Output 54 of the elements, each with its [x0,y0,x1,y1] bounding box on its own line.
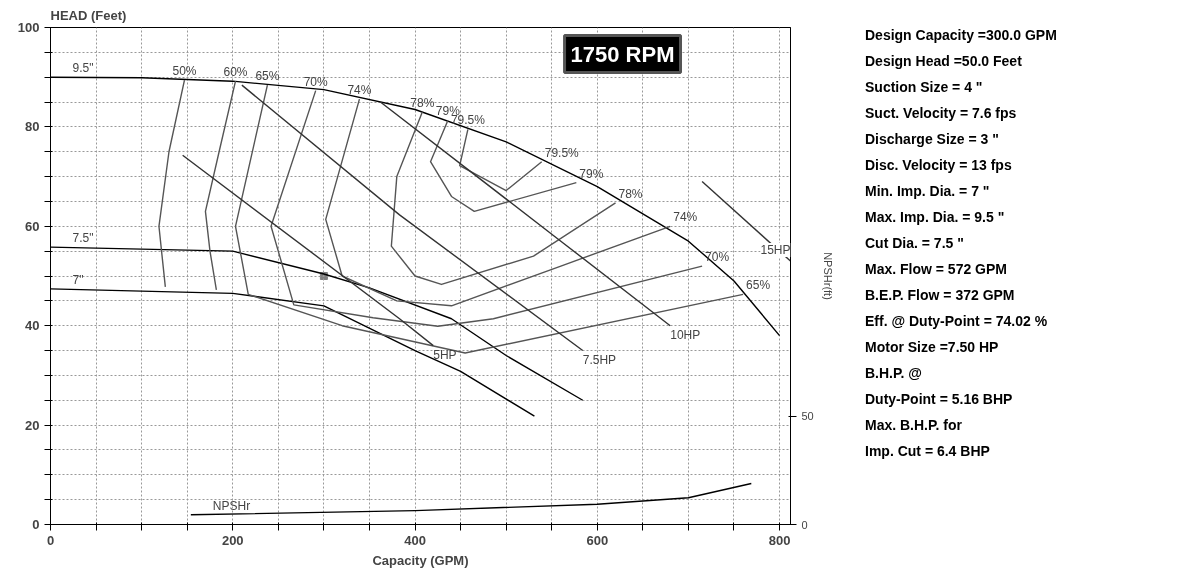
text: Max. Flow = 572 GPM [865,260,1008,279]
annotation: 74% [673,210,698,225]
series-label: 7.5HP [582,352,617,367]
text: Max. Imp. Dia. = 9.5 " [865,208,1006,227]
series-label: 65% [255,69,280,84]
series-label: 74% [347,83,372,98]
text: Max. B.H.P. for [865,416,963,435]
y-tick-label: 80 [25,119,40,135]
series-label: 10HP [670,327,701,342]
text: Discharge Size = 3 " [865,130,1000,149]
series-label: 9.5" [72,61,94,76]
text: Suct. Velocity = 7.6 fps [865,104,1018,123]
x-tick-label: 0 [46,532,55,548]
y-tick-label: 60 [25,218,40,234]
y-tick-label: 0 [32,517,40,532]
text: 1750 RPM [570,41,675,67]
y-tick-label: 100 [17,20,40,35]
annotation: 65% [746,278,771,293]
series-label: 78% [410,95,435,110]
y2-axis-title: NPSHr(ft) [821,252,834,300]
y2-tick-label: 0 [801,518,808,531]
text: Cut Dia. = 7.5 " [865,234,965,253]
text: Disc. Velocity = 13 fps [865,156,1013,175]
x-axis-title: Capacity (GPM) [372,552,469,568]
series-label: 70% [303,74,329,89]
x-tick-label: 200 [221,532,244,548]
series-label: 7.5" [72,231,94,246]
x-tick-label: 600 [586,532,609,548]
x-tick-label: 800 [768,532,791,548]
text: Design Head =50.0 Feet [865,52,1023,71]
legend-label: 7" [72,272,84,287]
text: Motor Size =7.50 HP [865,338,1000,357]
y-tick-label: 40 [25,318,40,334]
x-tick-label: 400 [404,532,426,548]
annotation: 79.5% [544,145,580,160]
y-axis-title: HEAD (Feet) [50,7,127,23]
annotation: 79% [579,166,604,181]
series-label: 50% [172,64,197,79]
y-tick-label: 20 [25,417,40,433]
series-label: 15HP [760,243,791,258]
series-label: 60% [223,65,248,80]
text: Min. Imp. Dia. = 7 " [865,182,991,201]
annotation: 70% [705,250,730,265]
y2-tick-label: 50 [801,410,814,423]
series-label: NPSHr [212,498,251,513]
text: Design Capacity =300.0 GPM [865,26,1057,45]
text: Duty-Point = 5.16 BHP [865,390,1014,409]
text: Suction Size = 4 " [865,78,984,97]
text: B.H.P. @ [865,364,923,383]
text: Imp. Cut = 6.4 BHP [865,442,991,461]
series-label: 5HP [433,347,457,362]
text: Eff. @ Duty-Point = 74.02 % [865,312,1049,331]
annotation: 78% [618,186,643,201]
text: B.E.P. Flow = 372 GPM [865,286,1016,305]
